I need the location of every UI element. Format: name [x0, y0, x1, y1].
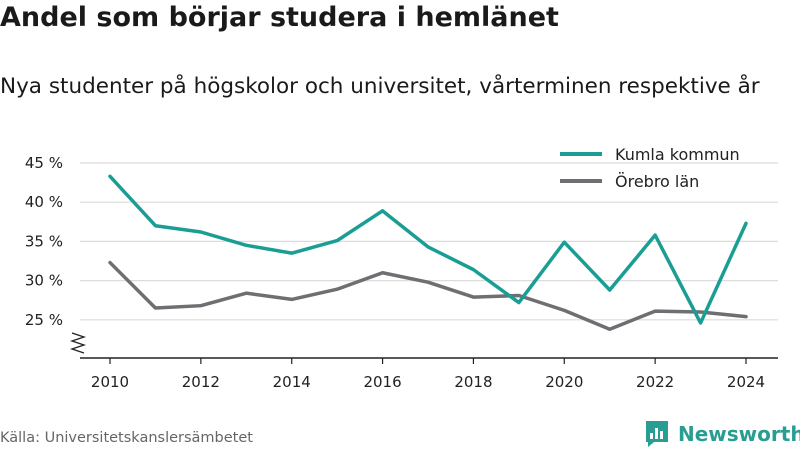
axis-break-icon: [69, 332, 87, 354]
x-tick-label: 2012: [182, 373, 220, 391]
series-line: [108, 260, 748, 331]
y-axis-ticks: 25 % 30 % 35 % 40 % 45 %: [25, 154, 63, 329]
y-tick-label: 35 %: [25, 232, 63, 250]
x-tick-label: 2014: [273, 373, 311, 391]
x-axis-ticks: 2010 2012 2014 2016 2018 2020 2022 2024: [91, 358, 765, 391]
y-tick-label: 45 %: [25, 154, 63, 172]
series-line: [108, 174, 748, 325]
chart-subtitle: Nya studenter på högskolor och universit…: [0, 74, 760, 99]
gridlines: [80, 162, 778, 321]
brand-name: Newsworthy: [678, 422, 800, 446]
brand-logo[interactable]: Newsworthy: [644, 420, 800, 448]
legend: Kumla kommun Örebro län: [560, 145, 740, 191]
x-tick-label: 2020: [545, 373, 583, 391]
x-tick-label: 2018: [454, 373, 492, 391]
x-tick-label: 2022: [636, 373, 674, 391]
y-tick-label: 25 %: [25, 311, 63, 329]
x-tick-label: 2016: [363, 373, 401, 391]
legend-label: Örebro län: [615, 172, 699, 191]
source-note: Källa: Universitetskanslersämbetet: [0, 430, 253, 446]
y-tick-label: 30 %: [25, 272, 63, 290]
x-axis: [69, 332, 778, 359]
series-lines: [108, 174, 748, 331]
x-tick-label: 2024: [727, 373, 765, 391]
line-chart: 25 %30 %35 %40 %45 % 2010 2012 2014 2016 201…: [25, 145, 778, 391]
x-tick-label: 2010: [91, 373, 129, 391]
y-tick-label: 40 %: [25, 193, 63, 211]
newsworthy-logo-icon: [646, 421, 668, 447]
legend-label: Kumla kommun: [615, 145, 740, 164]
chart-title: Andel som börjar studera i hemlänet: [0, 2, 559, 33]
